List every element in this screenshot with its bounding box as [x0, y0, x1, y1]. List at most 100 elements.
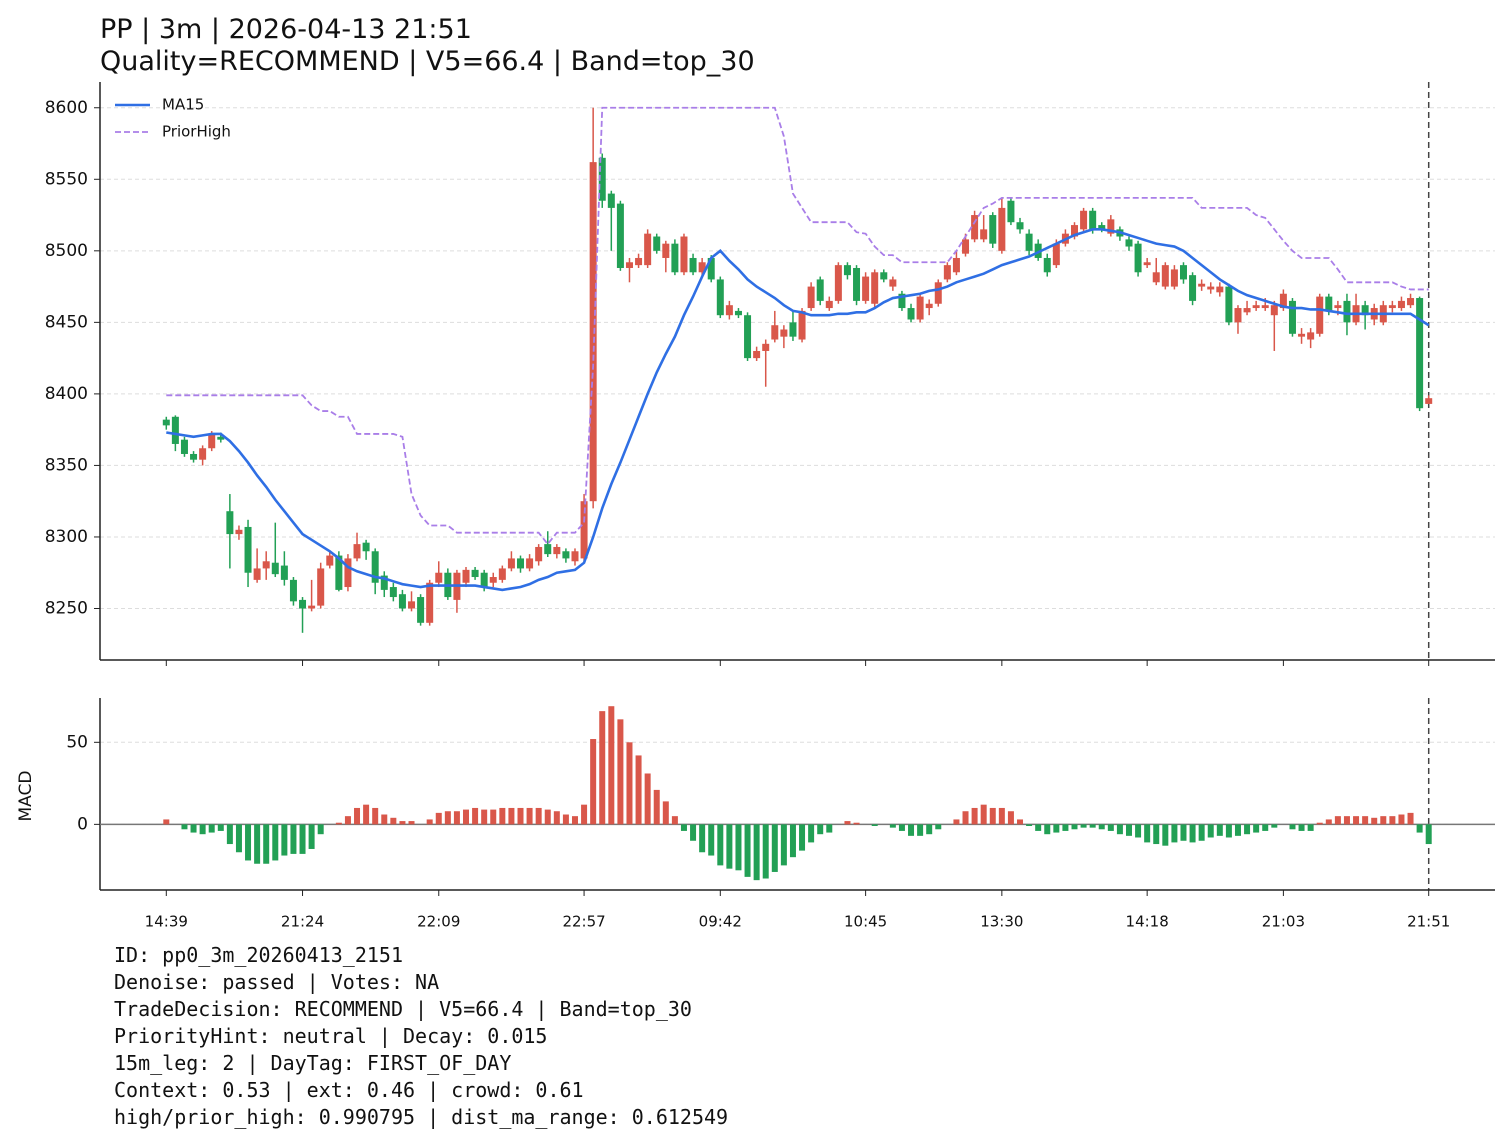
y-tick-label: 8300 [45, 527, 88, 547]
candle-body [398, 594, 406, 609]
x-tick-label: 09:42 [699, 913, 742, 931]
bar [917, 824, 924, 836]
bar [1325, 819, 1332, 825]
bar [1289, 824, 1296, 830]
bar [626, 742, 633, 825]
candle-body [226, 511, 234, 535]
candle-body [816, 279, 824, 301]
info-line: PriorityHint: neutral | Decay: 0.015 [114, 1024, 547, 1048]
candle-body [680, 236, 688, 273]
bar [363, 804, 370, 825]
candle-body [326, 555, 334, 566]
bar [908, 824, 915, 836]
bar [935, 824, 942, 830]
candle-body [1425, 398, 1433, 404]
bar [762, 824, 769, 879]
bar [481, 809, 488, 825]
bar [926, 824, 933, 835]
candle-body [843, 265, 851, 276]
candle-body [825, 300, 833, 309]
bar [208, 824, 215, 833]
bar [181, 824, 188, 830]
candle-body [1007, 200, 1015, 223]
bar [217, 824, 224, 831]
candle-body [208, 433, 216, 449]
candle-body [934, 282, 942, 304]
bar [1234, 824, 1241, 836]
bar [889, 824, 896, 828]
bar [526, 807, 533, 825]
bar [726, 824, 733, 869]
line-series [166, 106, 1429, 546]
candle-body [362, 542, 370, 552]
candle-body [371, 551, 379, 583]
candle-body [853, 267, 861, 301]
candle-body [962, 239, 970, 254]
bar [235, 824, 242, 853]
candle-body [262, 561, 270, 569]
candle-body [1080, 210, 1088, 230]
candle-body [1170, 269, 1178, 287]
candle-body [1134, 243, 1142, 273]
bar [490, 809, 497, 825]
candle-body [653, 236, 661, 251]
bar [1389, 816, 1396, 825]
candle-body [644, 233, 652, 266]
candle-body [1234, 308, 1242, 323]
bar [1416, 824, 1423, 833]
bar [463, 809, 470, 825]
bar [263, 824, 270, 864]
candle-body [217, 436, 225, 440]
bar [898, 824, 905, 831]
candle-body [698, 262, 706, 273]
bar [744, 824, 751, 877]
bar [1080, 824, 1087, 828]
candle-body [1207, 286, 1215, 290]
bar [272, 824, 279, 861]
bar [708, 824, 715, 856]
candle-body [943, 265, 951, 280]
bar [690, 824, 697, 841]
candle-body [607, 193, 615, 208]
bar [499, 807, 506, 825]
y-tick-label: 0 [77, 814, 88, 834]
bar [1207, 824, 1214, 838]
bar [1098, 824, 1105, 830]
bar [826, 824, 833, 833]
bar [789, 824, 796, 858]
bar [245, 824, 252, 861]
candle-body [598, 157, 606, 201]
bar [653, 789, 660, 825]
candle-body [308, 605, 316, 609]
bar [308, 824, 315, 849]
bar [1017, 819, 1024, 825]
bar [1362, 816, 1369, 825]
bar [199, 824, 206, 835]
candle-body [553, 546, 561, 555]
candle-body [789, 322, 797, 337]
info-line: ID: pp0_3m_20260413_2151 [114, 943, 403, 967]
bar [372, 807, 379, 825]
candle-body [1161, 265, 1169, 287]
candle-body [1316, 296, 1324, 334]
bar [1171, 824, 1178, 843]
bar [335, 822, 342, 825]
candle-body [780, 329, 788, 337]
candle-body [880, 272, 888, 280]
bar [1198, 824, 1205, 841]
candle-body [462, 569, 470, 583]
bar [1380, 816, 1387, 825]
candle-body [171, 416, 179, 444]
x-tick-label: 22:09 [417, 913, 460, 931]
x-tick-label: 13:30 [980, 913, 1023, 931]
candle-body [862, 276, 870, 301]
bar [1053, 824, 1060, 833]
candle-body [162, 419, 170, 426]
candle-body [1343, 300, 1351, 323]
bar [408, 821, 415, 825]
y-axis-label: MACD [16, 771, 36, 822]
bar [453, 811, 460, 825]
candle-body [707, 257, 715, 280]
bar [1144, 824, 1151, 843]
